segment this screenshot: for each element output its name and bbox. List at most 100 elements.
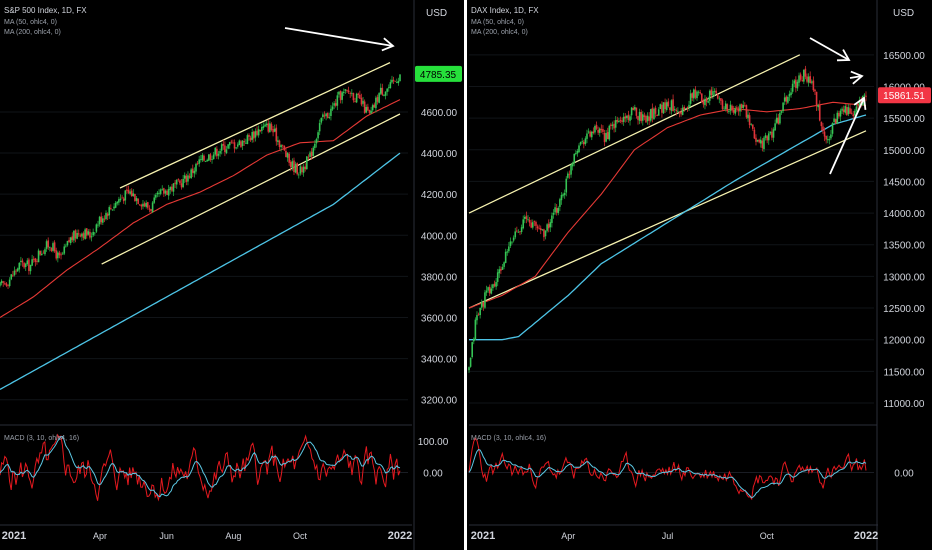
candle-body	[745, 105, 748, 118]
candle-body	[606, 132, 609, 140]
price-tick-label: 14500.00	[883, 177, 925, 188]
candle-body	[155, 194, 157, 198]
dax-price-axis[interactable]: USD 16500.0016000.0015500.0015000.001450…	[876, 0, 932, 550]
candle-body	[822, 126, 824, 131]
dax-ma50	[468, 101, 867, 309]
candle-body	[302, 166, 305, 173]
candle-body	[855, 106, 858, 112]
candle-body	[812, 80, 815, 91]
annotation-arrow-mid	[849, 75, 863, 79]
candle-body	[113, 206, 115, 209]
dax-time-axis[interactable]: 2021 Apr Jul Oct 2022	[469, 524, 878, 542]
ma200-line	[0, 152, 401, 390]
candle-body	[387, 87, 390, 89]
candle-body	[379, 87, 382, 94]
candle-body	[301, 167, 303, 172]
sp500-last-price-badge	[415, 65, 462, 82]
candle-body	[26, 260, 29, 265]
sp500-time-axis[interactable]: 2021 Apr Jun Aug Oct 2022	[0, 524, 412, 542]
candle-body	[751, 124, 754, 129]
candle-body	[828, 139, 831, 141]
candle-body	[721, 100, 724, 110]
candle-body	[575, 153, 577, 155]
candle-body	[354, 101, 356, 103]
candle-body	[325, 113, 327, 117]
candle-body	[365, 107, 368, 113]
candle-body	[702, 101, 705, 105]
candle-body	[815, 91, 818, 107]
candle-body	[291, 161, 294, 168]
channel-upper-line	[119, 62, 391, 189]
candle-body	[381, 87, 384, 95]
price-tick-label: 16500.00	[883, 51, 925, 62]
channel-lower-line	[468, 130, 867, 309]
candle-body	[646, 115, 649, 122]
candle-body	[742, 104, 745, 108]
pane-divider[interactable]	[464, 0, 467, 550]
macd-line	[468, 437, 867, 501]
candle-body	[683, 106, 686, 110]
candle-body	[105, 212, 107, 220]
candle-body	[228, 142, 231, 146]
candle-body	[842, 109, 845, 112]
candle-body	[0, 280, 3, 284]
candle-body	[108, 207, 111, 216]
candle-body	[496, 272, 499, 282]
candle-body	[235, 147, 237, 149]
candle-body	[539, 228, 542, 230]
candle-body	[363, 101, 366, 113]
candle-body	[161, 188, 164, 190]
candle-body	[675, 109, 678, 111]
sp500-last-price: 4785.35	[420, 70, 457, 81]
candle-body	[150, 209, 152, 211]
candle-body	[492, 284, 494, 289]
candle-body	[519, 231, 521, 233]
candle-body	[212, 154, 215, 160]
sp500-price-axis[interactable]: USD 4600.00 4400.00 4200.00 4000.00 3800.00 3…	[413, 0, 464, 550]
candle-body	[156, 192, 159, 195]
candle-body	[47, 240, 49, 248]
candle-body	[275, 127, 278, 142]
candle-body	[796, 81, 799, 89]
candle-body	[517, 231, 520, 233]
candle-body	[116, 201, 119, 204]
time-tick-label: Jun	[159, 531, 174, 541]
candle-body	[578, 145, 580, 153]
candle-body	[589, 131, 591, 137]
candle-body	[188, 176, 191, 178]
candle-body	[484, 292, 486, 308]
candle-body	[36, 260, 38, 262]
candle-body	[476, 315, 478, 321]
candle-body	[806, 76, 808, 82]
candle-body	[89, 231, 91, 238]
candle-body	[739, 104, 741, 112]
price-tick-label: 15500.00	[883, 114, 925, 125]
sp500-currency: USD	[426, 8, 447, 19]
candle-body	[166, 190, 168, 195]
candle-body	[809, 76, 811, 84]
sp500-ma200	[0, 152, 401, 390]
candle-body	[688, 104, 690, 108]
candle-body	[129, 191, 131, 194]
sp500-ma50-label: MA (50, ohlc4, 0)	[4, 19, 57, 26]
candle-body	[689, 93, 692, 104]
candle-body	[66, 240, 69, 246]
candle-body	[326, 112, 329, 118]
candle-body	[535, 222, 537, 226]
price-tick-label: 3800.00	[421, 272, 458, 283]
candle-body	[705, 98, 708, 102]
candle-body	[791, 83, 794, 92]
candle-body	[273, 128, 276, 132]
annotation-arrow-top	[809, 37, 850, 61]
candle-body	[643, 115, 646, 118]
candle-body	[159, 189, 162, 194]
dax-macd-label: MACD (3, 10, ohlc4, 16)	[471, 435, 546, 442]
candle-body	[77, 233, 80, 235]
candle-body	[744, 105, 746, 107]
candle-body	[127, 189, 130, 193]
candle-body	[317, 132, 319, 139]
candle-body	[342, 91, 345, 93]
candle-body	[124, 190, 127, 201]
candle-body	[693, 89, 695, 99]
